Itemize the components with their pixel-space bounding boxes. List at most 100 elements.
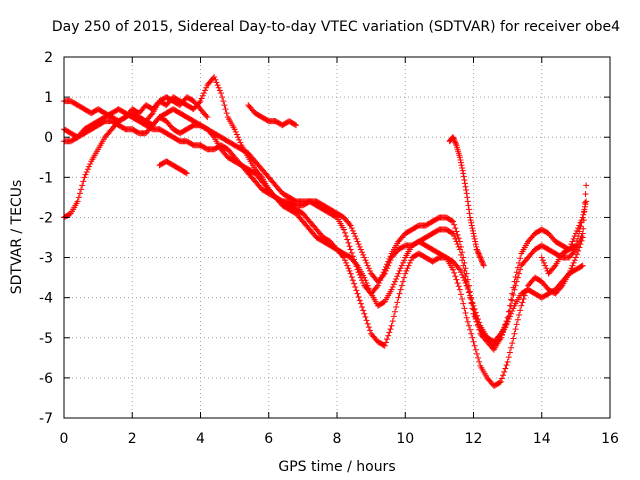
data-point <box>574 243 581 250</box>
data-point <box>237 139 244 146</box>
y-tick-label: 2 <box>44 50 53 66</box>
data-point <box>467 217 474 224</box>
data-point <box>511 330 518 337</box>
data-point <box>461 177 468 184</box>
data-point <box>381 270 388 277</box>
x-tick-label: 10 <box>396 431 414 447</box>
chart-title: Day 250 of 2015, Sidereal Day-to-day VTE… <box>52 19 620 35</box>
data-point <box>452 139 459 146</box>
data-point <box>454 231 461 238</box>
data-point <box>462 310 469 317</box>
data-point <box>222 106 229 113</box>
data-point <box>513 321 520 328</box>
data-point <box>366 327 373 334</box>
data-point <box>197 98 204 105</box>
data-point <box>517 266 524 273</box>
data-point <box>517 255 524 262</box>
data-point <box>581 206 588 213</box>
data-point <box>344 262 351 269</box>
data-point <box>354 290 361 297</box>
data-point <box>219 94 226 101</box>
data-point <box>454 241 461 248</box>
data-point <box>471 306 478 313</box>
data-point <box>340 226 347 233</box>
data-point <box>471 235 478 242</box>
data-point <box>543 265 550 272</box>
data-point <box>473 243 480 250</box>
data-point <box>401 257 408 264</box>
y-tick-label: 0 <box>44 130 53 146</box>
data-point <box>568 241 575 248</box>
x-tick-label: 6 <box>264 431 273 447</box>
data-point <box>460 170 467 177</box>
data-point <box>394 299 401 306</box>
data-point <box>396 290 403 297</box>
data-point <box>474 247 481 254</box>
data-point <box>509 308 516 315</box>
data-point <box>362 314 369 321</box>
data-point <box>461 180 468 187</box>
data-point <box>577 235 584 242</box>
data-point <box>353 235 360 242</box>
data-point <box>510 335 517 342</box>
data-point <box>513 278 520 285</box>
data-point <box>366 267 373 274</box>
data-point <box>477 255 484 262</box>
data-point <box>405 262 412 269</box>
data-point <box>392 308 399 315</box>
data-point <box>365 324 372 331</box>
data-point <box>476 253 483 260</box>
data-point <box>452 225 459 232</box>
data-point <box>577 219 584 226</box>
data-point <box>511 286 518 293</box>
data-point <box>215 84 222 91</box>
data-point <box>403 267 410 274</box>
data-point <box>469 334 476 341</box>
data-point <box>505 316 512 323</box>
x-axis-label: GPS time / hours <box>278 459 395 475</box>
data-point <box>373 283 380 290</box>
data-point <box>502 365 509 372</box>
data-point <box>382 267 389 274</box>
data-point <box>463 314 470 321</box>
data-point <box>476 251 483 258</box>
data-point <box>397 265 404 272</box>
data-point <box>503 362 510 369</box>
data-point <box>458 162 465 169</box>
data-point <box>80 178 87 185</box>
data-point <box>365 265 372 272</box>
data-point <box>451 138 458 145</box>
data-point <box>508 310 515 317</box>
data-marks <box>61 74 590 389</box>
data-point <box>455 283 462 290</box>
data-point <box>518 302 525 309</box>
data-point <box>75 194 82 201</box>
data-point <box>459 271 466 278</box>
data-point <box>450 218 457 225</box>
y-axis-label: SDTVAR / TECUs <box>9 180 25 295</box>
data-point <box>475 250 482 257</box>
data-point <box>451 269 458 276</box>
data-point <box>349 277 356 284</box>
data-point <box>478 257 485 264</box>
data-point <box>455 235 462 242</box>
x-tick-label: 2 <box>128 431 137 447</box>
data-point <box>453 238 460 245</box>
data-point <box>450 266 457 273</box>
data-point <box>551 263 558 270</box>
data-point <box>510 291 517 298</box>
data-point <box>76 190 83 197</box>
series-sat-b <box>61 98 586 353</box>
data-point <box>512 282 519 289</box>
series-sat-c <box>61 106 586 349</box>
data-point <box>475 354 482 361</box>
data-point <box>354 238 361 245</box>
data-point <box>508 344 515 351</box>
data-point <box>477 254 484 261</box>
data-point <box>471 233 478 240</box>
data-point <box>504 358 511 365</box>
data-point <box>353 287 360 294</box>
data-point <box>451 233 458 240</box>
data-point <box>404 265 411 272</box>
